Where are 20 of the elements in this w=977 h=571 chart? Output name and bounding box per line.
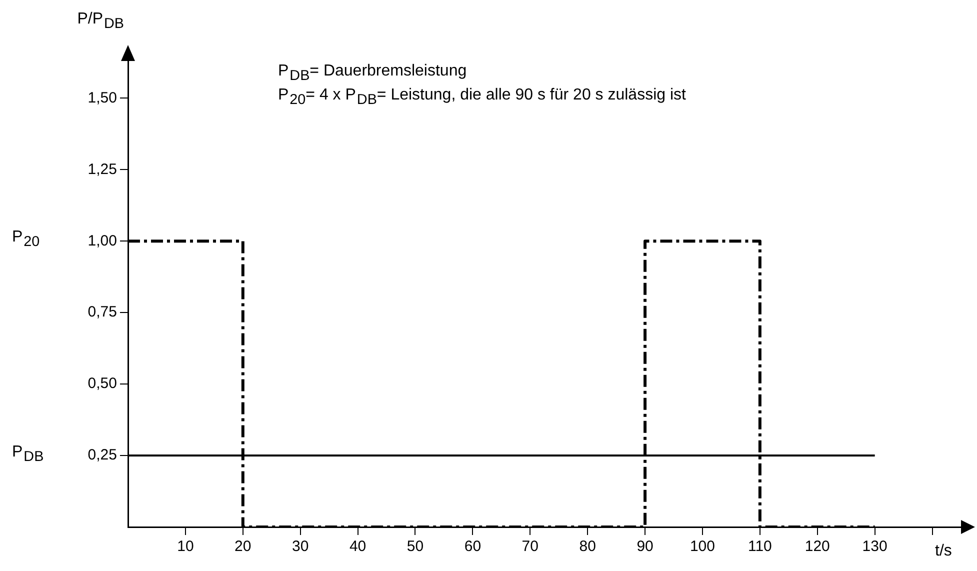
x-axis-title: t/s [935,542,952,560]
x-tick-label: 80 [579,538,596,556]
x-tick-label: 110 [748,538,772,556]
y-tick-label: 1,50 [88,89,117,106]
x-tick-label: 120 [804,538,830,556]
x-tick-label: 50 [406,538,424,556]
y-tick-label: 1,00 [88,232,117,250]
x-tick-label: 130 [862,538,888,556]
y-tick-label: 0,75 [88,304,117,321]
x-tick-label: 20 [234,538,252,556]
x-tick-label: 30 [292,538,309,556]
y-tick-label: 0,50 [88,375,117,392]
x-tick-label: 60 [464,538,482,556]
y-tick-label: 0,25 [88,446,117,464]
x-tick-label: 10 [177,538,194,556]
x-tick-label: 90 [636,538,654,556]
x-tick-label: 100 [690,538,715,556]
x-tick-label: 70 [522,538,538,556]
y-tick-label: 1,25 [88,160,117,178]
x-tick-label: 40 [349,538,366,556]
